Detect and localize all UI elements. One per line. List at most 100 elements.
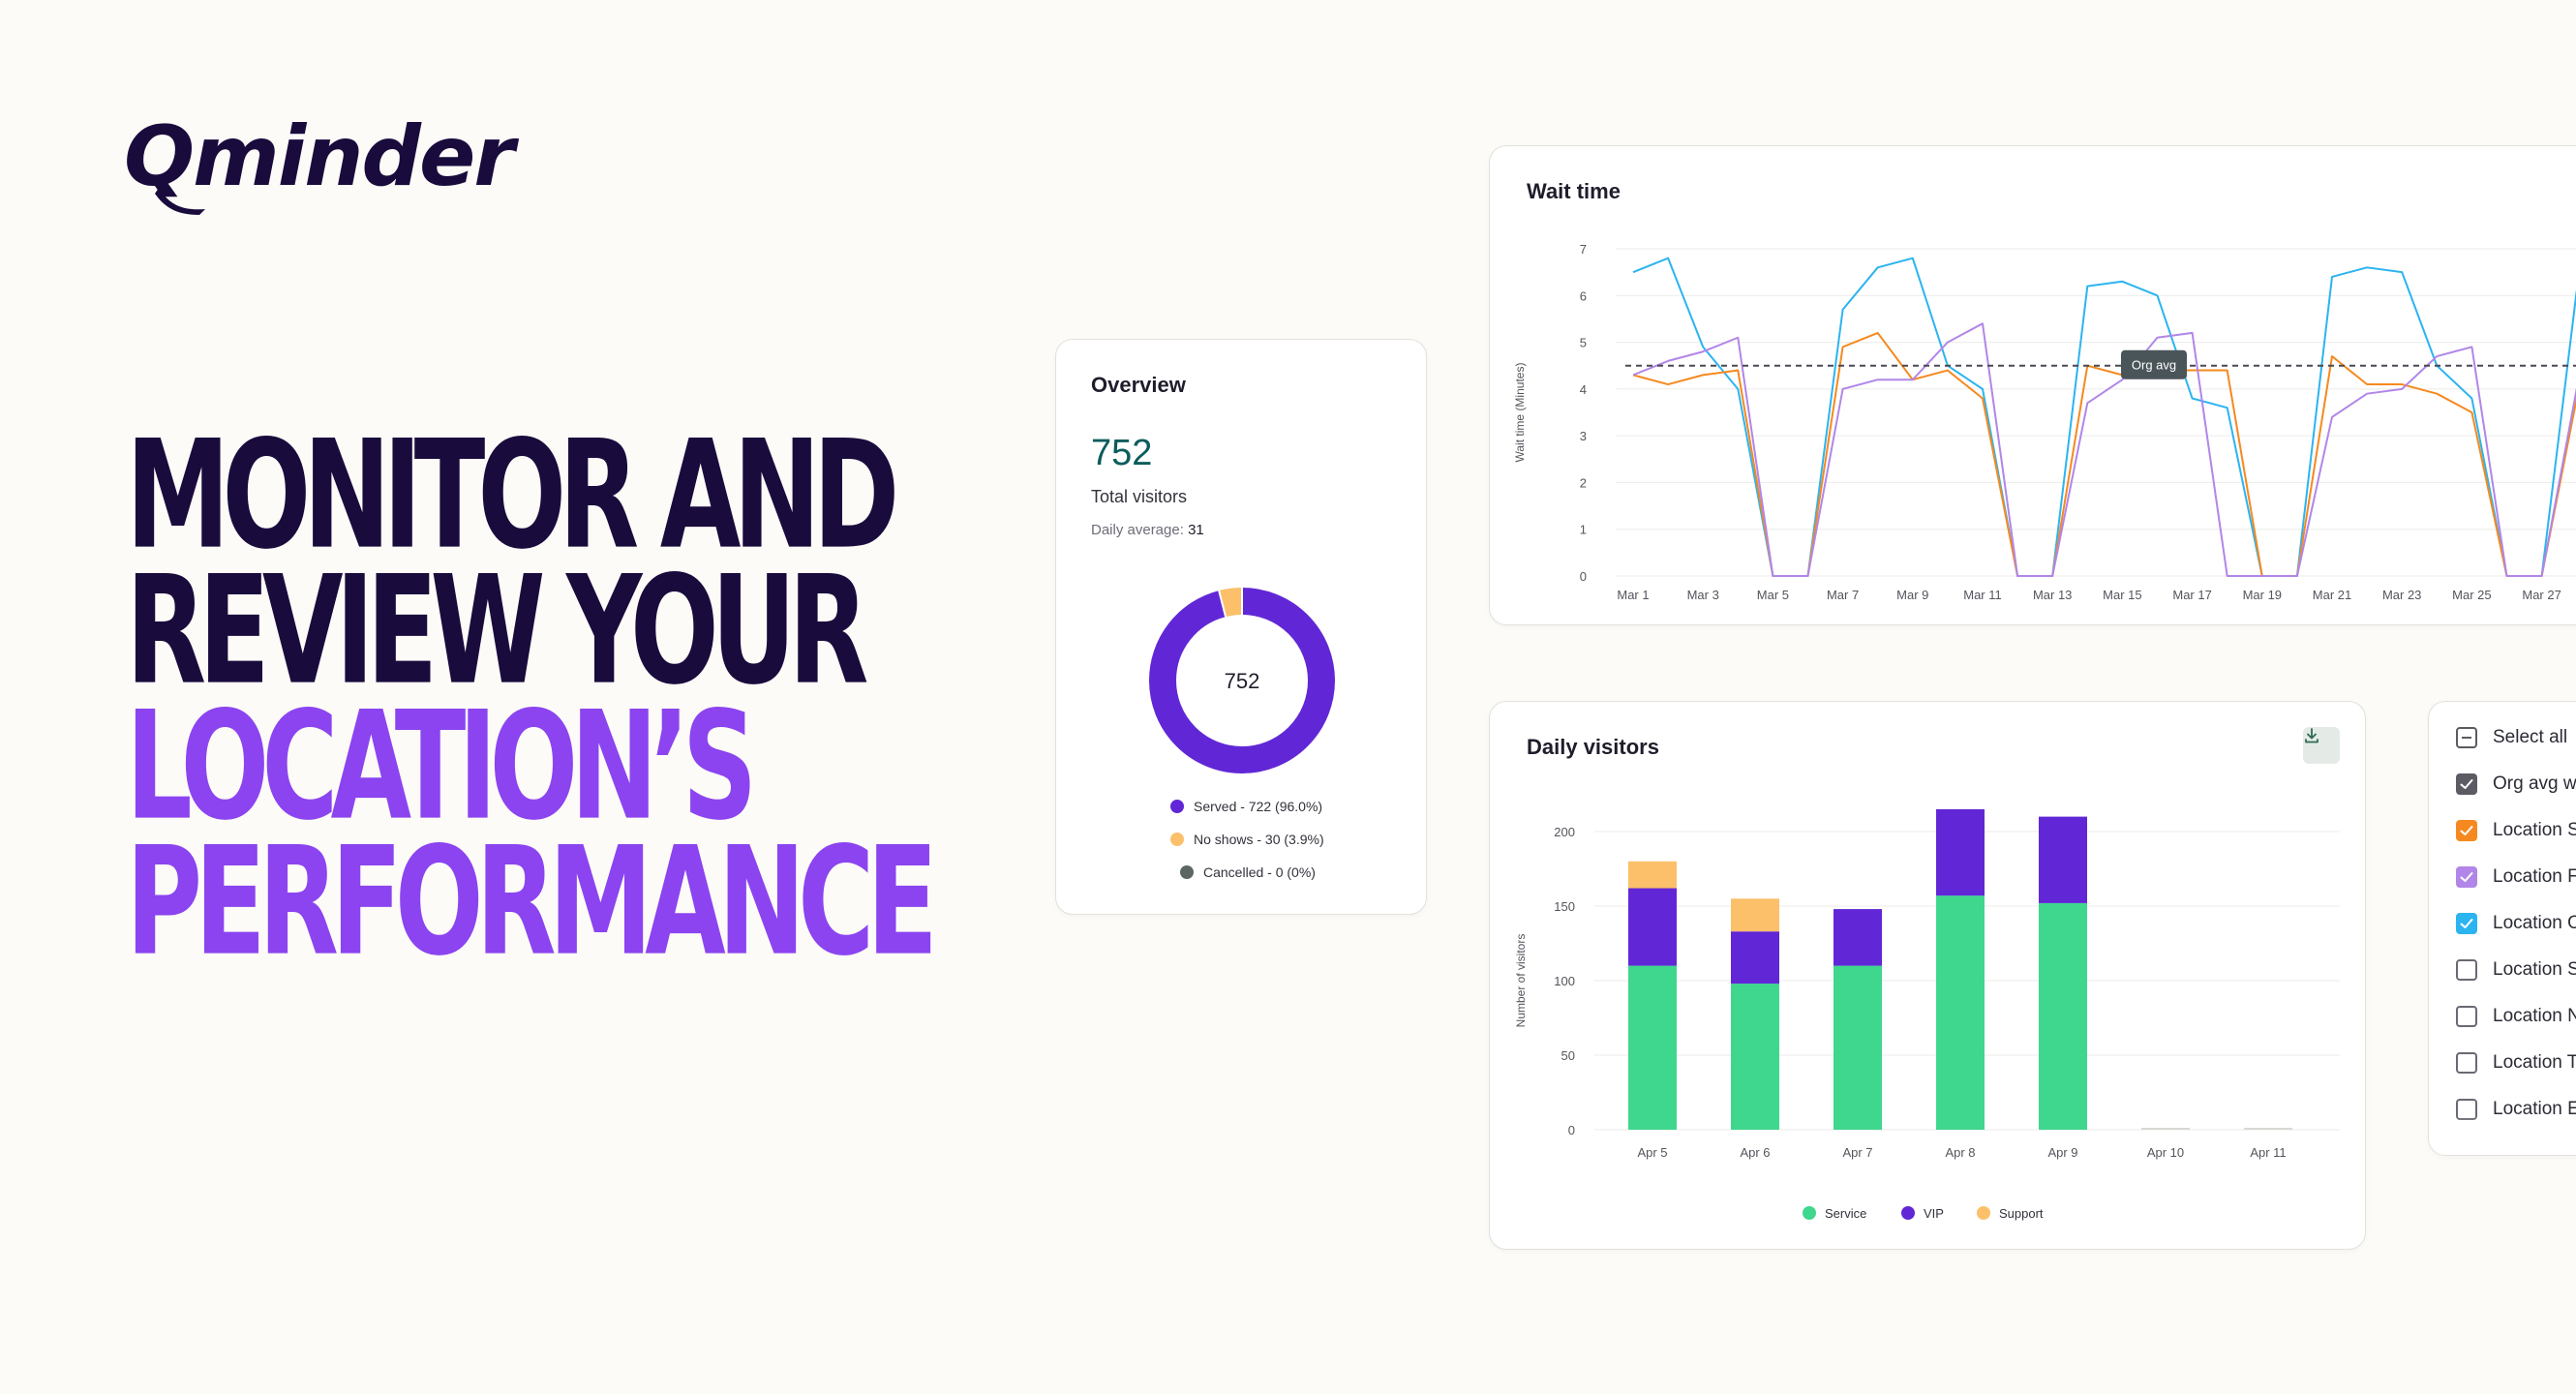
location-checkbox-row[interactable]: Org avg wa — [2456, 770, 2576, 799]
location-checkbox-row[interactable]: Location N — [2456, 1002, 2576, 1031]
daily-empty-bar — [2141, 1128, 2190, 1130]
location-checkbox-row[interactable]: Location O — [2456, 909, 2576, 938]
legend-dot-service — [1803, 1206, 1816, 1220]
legend-label-support: Support — [1999, 1206, 2044, 1221]
visitors-donut-chart: 752 — [1149, 588, 1335, 773]
check-icon — [2460, 872, 2473, 882]
legend-no-shows: No shows - 30 (3.9%) — [1170, 832, 1324, 847]
legend-label-vip: VIP — [1924, 1206, 1944, 1221]
daily-visitors-title: Daily visitors — [1527, 735, 1659, 759]
served-dot — [1170, 800, 1184, 813]
daily-empty-bar — [2244, 1128, 2292, 1130]
checkbox-label: Location Ei — [2493, 1099, 2576, 1119]
daily-x-tick-label: Apr 6 — [1740, 1145, 1770, 1160]
checkbox[interactable] — [2456, 773, 2477, 795]
bar-support — [1731, 898, 1779, 932]
location-checkbox-row[interactable]: Select all — [2456, 723, 2567, 752]
wait-x-tick-label: Mar 11 — [1963, 588, 2002, 602]
checkbox-label: Location Se — [2493, 959, 2576, 980]
location-checkbox-row[interactable]: Location Te — [2456, 1048, 2576, 1077]
checkbox-label: Location Si — [2493, 820, 2576, 840]
checkbox-label: Org avg wa — [2493, 773, 2576, 794]
logo-text: Qminder — [124, 108, 515, 205]
bar-service — [1936, 895, 1985, 1130]
headline-line-1: MONITOR AND — [126, 409, 899, 583]
daily-y-tick-label: 150 — [1554, 899, 1575, 914]
wait-series-line-0 — [1632, 257, 2576, 577]
list-fade — [2429, 1116, 2576, 1155]
total-visitors-value: 752 — [1091, 433, 1153, 473]
overview-title: Overview — [1091, 373, 1186, 397]
checkbox[interactable] — [2456, 727, 2477, 748]
daily-x-tick-label: Apr 5 — [1637, 1145, 1667, 1160]
checkbox-label: Location N — [2493, 1006, 2576, 1026]
download-icon — [2305, 728, 2318, 743]
headline-line-2: REVIEW YOUR — [126, 544, 869, 718]
wait-y-tick-label: 6 — [1580, 288, 1587, 303]
org-avg-tooltip — [2121, 349, 2187, 379]
legend-dot-vip — [1901, 1206, 1915, 1220]
daily-x-tick-label: Apr 11 — [2250, 1145, 2286, 1160]
minus-icon — [2462, 737, 2471, 739]
legend-cancelled-label: Cancelled - 0 (0%) — [1203, 864, 1316, 880]
wait-time-chart: 0 1 2 3 4 5 6 7 Mar 1 Mar 3 Mar 5 Mar 7 Mar 9 Mar 11 M… — [1513, 242, 2576, 602]
total-visitors-label: Total visitors — [1091, 487, 1188, 506]
checkbox[interactable] — [2456, 866, 2477, 888]
location-checkbox-row[interactable]: Location Fi — [2456, 863, 2576, 892]
checkbox-label: Location Te — [2493, 1052, 2576, 1073]
checkbox-label: Location O — [2493, 913, 2576, 933]
headline-line-4: PERFORMANCE — [126, 815, 938, 989]
location-checkbox-row[interactable]: Location Se — [2456, 955, 2576, 985]
wait-x-tick-label: Mar 25 — [2452, 588, 2491, 602]
daily-x-tick-label: Apr 7 — [1842, 1145, 1872, 1160]
daily-x-tick-label: Apr 10 — [2147, 1145, 2184, 1160]
wait-x-tick-label: Mar 13 — [2033, 588, 2072, 602]
wait-time-title: Wait time — [1527, 179, 1621, 203]
checkbox-label: Location Fi — [2493, 866, 2576, 887]
daily-x-tick-label: Apr 8 — [1945, 1145, 1975, 1160]
cancelled-dot — [1180, 865, 1194, 879]
daily-y-tick-label: 100 — [1554, 974, 1575, 988]
wait-y-tick-label: 7 — [1580, 242, 1587, 257]
daily-visitors-card: Daily visitors 0 50 100 150 200 Number of vis… — [1489, 701, 2366, 1250]
checkbox[interactable] — [2456, 959, 2477, 981]
location-filter-card: Select all Org avg wa Location Si Location … — [2428, 701, 2576, 1156]
bar-vip — [1834, 909, 1882, 966]
check-icon — [2460, 919, 2473, 928]
wait-x-tick-label: Mar 5 — [1757, 588, 1789, 602]
bar-vip — [1731, 931, 1779, 985]
checkbox[interactable] — [2456, 913, 2477, 934]
daily-y-axis-label: Number of visitors — [1514, 934, 1528, 1028]
checkbox[interactable] — [2456, 1052, 2477, 1074]
wait-x-tick-label: Mar 21 — [2313, 588, 2351, 602]
logo-tail-icon — [155, 188, 205, 215]
wait-y-tick-label: 2 — [1580, 475, 1587, 490]
bar-vip — [1936, 808, 1985, 896]
qminder-logo: Qminder — [124, 108, 515, 217]
daily-visitors-chart: 0 50 100 150 200 Number of visitors Apr 5 Apr 6… — [1514, 808, 2340, 1221]
wait-y-axis-label: Wait time (Minutes) — [1513, 363, 1527, 463]
wait-y-tick-label: 3 — [1580, 429, 1587, 443]
wait-x-tick-label: Mar 1 — [1617, 588, 1649, 602]
wait-x-tick-label: Mar 23 — [2382, 588, 2421, 602]
wait-x-tick-label: Mar 17 — [2172, 588, 2211, 602]
wait-x-tick-label: Mar 19 — [2243, 588, 2282, 602]
check-icon — [2460, 779, 2473, 789]
bar-service — [1628, 965, 1677, 1130]
no-shows-dot — [1170, 833, 1184, 846]
checkbox[interactable] — [2456, 1006, 2477, 1027]
download-button[interactable] — [2303, 727, 2340, 764]
wait-x-tick-label: Mar 9 — [1896, 588, 1928, 602]
legend-served-label: Served - 722 (96.0%) — [1194, 799, 1323, 814]
location-checkbox-row[interactable]: Location Si — [2456, 816, 2576, 845]
wait-y-tick-label: 0 — [1580, 569, 1587, 584]
legend-cancelled: Cancelled - 0 (0%) — [1180, 864, 1316, 880]
wait-x-tick-label: Mar 3 — [1687, 588, 1719, 602]
bar-vip — [2039, 816, 2087, 903]
bar-service — [1731, 984, 1779, 1130]
checkbox[interactable] — [2456, 820, 2477, 841]
wait-x-tick-label: Mar 7 — [1827, 588, 1859, 602]
daily-average-label: Daily average: — [1091, 522, 1184, 538]
bar-support — [1628, 861, 1677, 889]
wait-series-line-2 — [1632, 322, 2576, 577]
